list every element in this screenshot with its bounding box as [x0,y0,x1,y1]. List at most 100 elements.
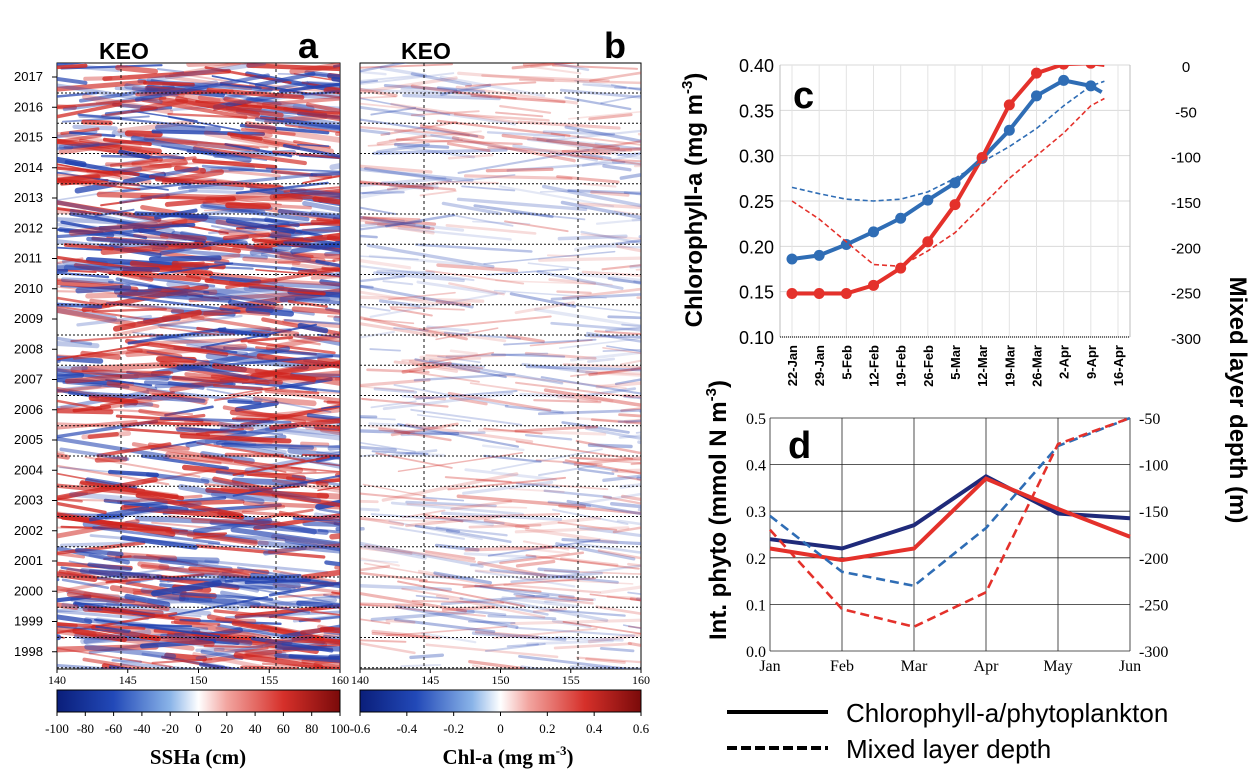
y-tick-label: 0.25 [739,192,774,212]
heatmap-streak [435,300,472,307]
heatmap-streak [543,388,641,407]
heatmap-streak [302,200,340,213]
heatmap-streak [291,262,340,272]
heatmap-streak [539,190,577,193]
heatmap-streak [364,166,453,183]
heatmap-streak [627,562,641,568]
colorbar-tick-label: -60 [105,721,122,736]
heatmap-streak [251,217,340,228]
heatmap-streak [275,377,316,385]
heatmap-streak [360,118,479,138]
heatmap-streak [248,285,340,294]
heatmap-streak [57,372,85,380]
heatmap-streak [525,554,640,570]
heatmap-streak [415,594,450,600]
mld-series-line [769,416,1131,588]
heatmap-streak [145,472,210,484]
heatmap-streak [57,76,88,85]
colorbar-tick-label: -80 [77,721,94,736]
heatmap-streak [223,96,340,122]
heatmap-streak [574,238,641,252]
heatmap-streak [584,427,641,441]
heatmap-streak [195,544,326,559]
heatmap-streak [360,167,474,182]
panel-d-letter: d [788,425,811,467]
heatmap-streak [415,243,533,253]
heatmap-streak [470,94,566,104]
heatmap-streak [636,476,641,481]
heatmap-streak [577,202,641,210]
heatmap-streak [635,268,641,271]
heatmap-streak [360,234,378,239]
heatmap-streak [245,307,295,317]
heatmap-streak [360,507,380,512]
heatmap-streak [435,526,508,537]
heatmap-streak [544,597,596,603]
heatmap-streak [231,477,308,487]
heatmap-streak [200,204,310,222]
heatmap-streak [141,97,248,120]
heatmap-streak [405,452,446,458]
heatmap-streak [362,187,398,195]
x-tick-label: 2-Apr [1057,345,1072,379]
panel-c-axes: 0.10 0.15 0.20 0.25 0.30 0.35 0.40 0 -50 -100 -150… [739,56,1201,387]
heatmap-streak [538,256,641,262]
heatmap-streak [57,643,159,653]
heatmap-streak [298,124,340,130]
heatmap-streak [360,95,396,99]
heatmap-streak [602,474,641,482]
heatmap-streak [564,125,641,143]
heatmap-streak [57,278,124,287]
heatmap-streak [315,453,340,463]
heatmap-streak [582,182,617,188]
heatmap-streak [291,251,340,260]
heatmap-streak [317,356,340,365]
heatmap-streak [360,63,453,69]
heatmap-streak [219,83,262,90]
y2-tick-label: -200 [1171,240,1201,257]
heatmap-streak [360,322,439,338]
heatmap-streak [561,303,641,314]
heatmap-streak [57,399,103,411]
chl-series-line [791,78,1103,261]
heatmap-streak [514,425,599,433]
heatmap-streak [301,90,340,96]
heatmap-streak [360,452,387,458]
heatmap-streak [168,63,241,78]
lon-tick-label: 150 [492,673,510,687]
heatmap-streak [60,127,100,135]
year-tick-label: 2004 [14,462,43,477]
panel-d-axes: 0.0 0.1 0.2 0.3 0.4 0.5 -50 -100 -150 -200 -250 -30… [746,411,1168,675]
heatmap-streak [57,436,170,459]
year-tick-label: 2008 [14,341,43,356]
heatmap-streak [57,602,79,610]
heatmap-streak [360,602,424,608]
heatmap-streak [363,562,494,587]
heatmap-streak [499,551,585,565]
colorbar-tick-label: -100 [45,721,69,736]
heatmap-streak [610,501,641,509]
heatmap-streak [61,578,110,590]
heatmap-streak [595,381,641,389]
heatmap-streak [140,564,251,579]
heatmap-streak [171,375,283,385]
heatmap-streak [225,218,296,234]
y-tick-label: 0.40 [739,56,774,76]
heatmap-streak [303,335,340,339]
heatmap-streak [376,142,430,154]
heatmap-streak [493,627,598,639]
year-tick-label: 2010 [14,281,43,296]
x-tick-label: 29-Jan [812,345,827,386]
heatmap-streak [484,642,546,653]
heatmap-streak [251,330,340,343]
heatmap-streak [511,63,580,70]
heatmap-streak [579,492,641,505]
panel-d: 0.0 0.1 0.2 0.3 0.4 0.5 -50 -100 -150 -200 -250 -30… [703,380,1168,675]
heatmap-streak [514,516,602,529]
heatmap-streak [387,449,438,458]
heatmap-streak [445,224,537,235]
heatmap-streak [83,76,113,81]
heatmap-streak [360,72,455,86]
colorbar-tick-label: -0.6 [350,721,371,736]
heatmap-streak [415,389,518,400]
